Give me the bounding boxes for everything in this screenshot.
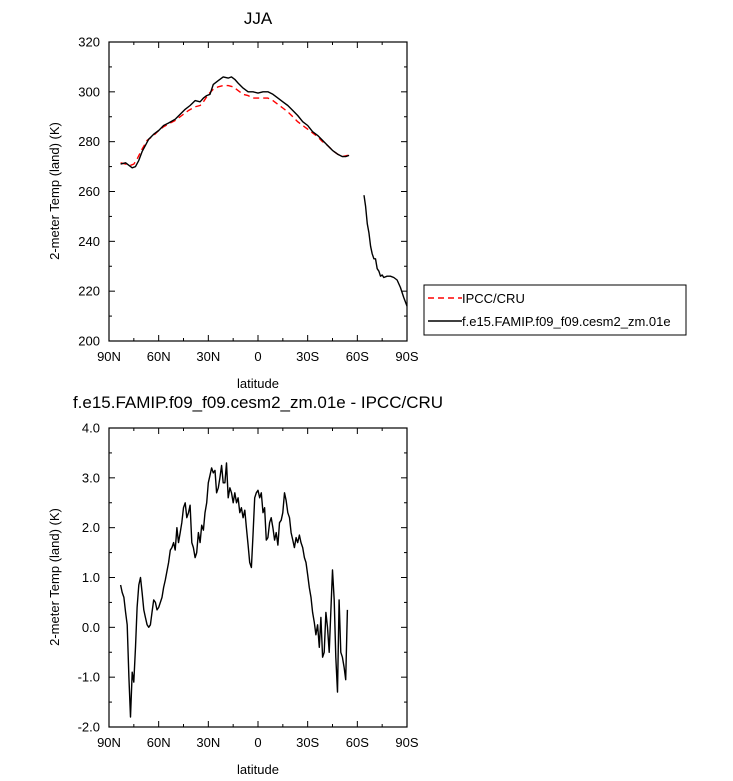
top-chart-x-tick-label: 30S [296, 349, 319, 364]
bottom-chart-title: f.e15.FAMIP.f09_f09.cesm2_zm.01e - IPCC/… [73, 393, 443, 412]
top-chart-x-tick-label: 90N [97, 349, 121, 364]
top-chart-y-tick-label: 300 [78, 84, 100, 99]
bottom-chart-x-tick-label: 60N [147, 735, 171, 750]
top-chart-y-tick-label: 200 [78, 334, 100, 349]
bottom-chart-y-tick-label: 3.0 [82, 470, 100, 485]
top-chart-y-tick-label: 320 [78, 35, 100, 50]
bottom-chart-x-tick-label: 0 [254, 735, 261, 750]
top-chart-plot-frame [108, 41, 408, 342]
bottom-chart-x-tick-label: 60S [346, 735, 369, 750]
bottom-chart-y-tick-label: 1.0 [82, 570, 100, 585]
top-chart-title: JJA [244, 9, 273, 28]
legend: IPCC/CRU f.e15.FAMIP.f09_f09.cesm2_zm.01… [423, 284, 687, 336]
top-chart-xlabel: latitude [237, 376, 279, 391]
top-chart-x-tick-label: 60N [147, 349, 171, 364]
top-chart-series-1-line-segment [363, 195, 408, 307]
top-chart-y-tick-label: 280 [78, 134, 100, 149]
bottom-chart-y-tick-label: 0.0 [82, 620, 100, 635]
top-chart-x-tick-label: 90S [395, 349, 418, 364]
top-chart-y-tick-label: 220 [78, 284, 100, 299]
bottom-chart-plot-frame [108, 427, 408, 728]
top-chart-x-tick-label: 30N [196, 349, 220, 364]
bottom-chart: f.e15.FAMIP.f09_f09.cesm2_zm.01e - IPCC/… [47, 393, 443, 777]
top-chart-y-tick-label: 260 [78, 184, 100, 199]
bottom-chart-series-0-line-segment [119, 462, 349, 718]
top-chart-series-0-line-segment [120, 84, 351, 166]
bottom-chart-ylabel: 2-meter Temp (land) (K) [47, 508, 62, 646]
bottom-chart-x-tick-label: 90N [97, 735, 121, 750]
top-chart-y-tick-label: 240 [78, 234, 100, 249]
legend-ipcc-cru-label: IPCC/CRU [462, 291, 525, 306]
legend-model-label: f.e15.FAMIP.f09_f09.cesm2_zm.01e [462, 314, 671, 329]
top-chart: JJA 2-meter Temp (land) (K) latitude 90N… [47, 9, 687, 391]
bottom-chart-y-tick-label: 2.0 [82, 520, 100, 535]
bottom-chart-y-tick-label: 4.0 [82, 421, 100, 436]
bottom-chart-x-tick-label: 30N [196, 735, 220, 750]
bottom-chart-y-tick-label: -1.0 [78, 670, 100, 685]
top-chart-x-tick-label: 0 [254, 349, 261, 364]
legend-frame [423, 284, 687, 336]
top-chart-series-1-line-segment [120, 76, 350, 169]
bottom-chart-y-tick-label: -2.0 [78, 720, 100, 735]
bottom-chart-xlabel: latitude [237, 762, 279, 777]
top-chart-x-tick-label: 60S [346, 349, 369, 364]
top-chart-ylabel: 2-meter Temp (land) (K) [47, 122, 62, 260]
bottom-chart-x-tick-label: 30S [296, 735, 319, 750]
bottom-chart-x-tick-label: 90S [395, 735, 418, 750]
